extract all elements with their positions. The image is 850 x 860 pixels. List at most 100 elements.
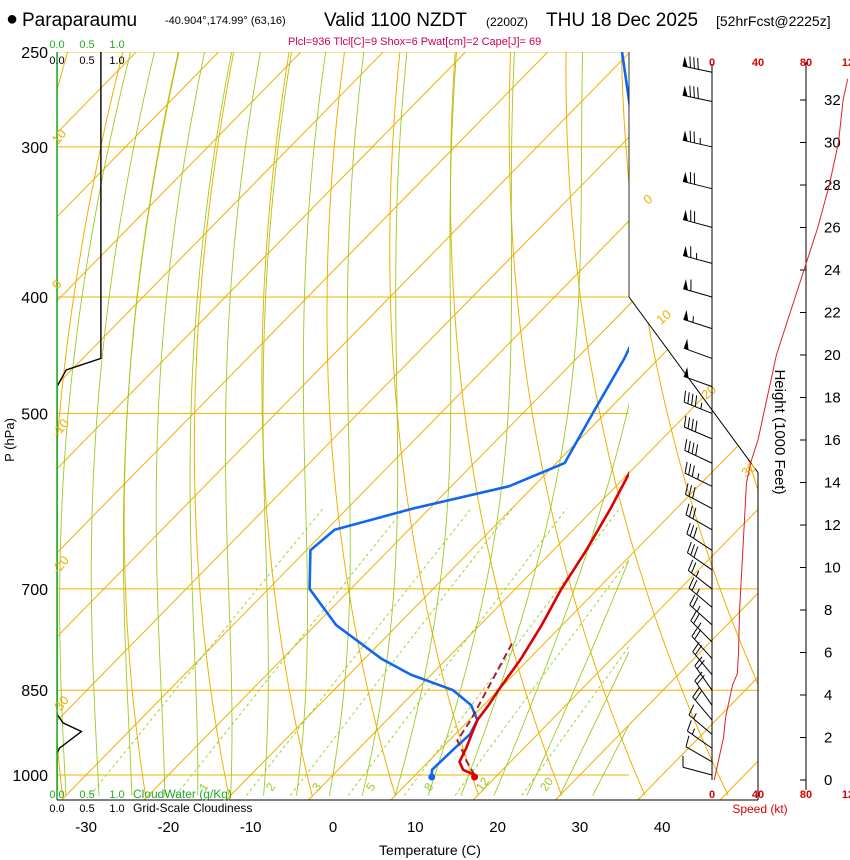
height-tick-label: 22 [824,305,841,322]
wind-barb [687,559,713,590]
wind-barb-staff [689,604,713,626]
wind-barb-flag [683,338,689,350]
wind-barb-flag [683,309,689,321]
cloud-water-tick-bottom: 0.0 [49,789,64,801]
wind-barb-staff [692,651,713,675]
wind-barb-staff [684,426,713,440]
wind-barb [682,755,713,776]
wind-barb-full [691,579,698,591]
mixing-ratio-label: 20 [537,774,556,793]
temperature-tick-label: -20 [158,819,180,836]
wind-barb-half [691,728,696,735]
grid-label: 10 [653,307,674,328]
wind-barb [688,704,713,735]
height-tick-label: 30 [824,135,841,152]
wind-barb-full [693,546,699,558]
cloudiness-tick-bottom: 0.5 [79,803,94,815]
cloud-water-tick-top: 0.5 [79,39,94,51]
station-coords: -40.904°,174.99° (63,16) [165,15,286,27]
wind-barb-full [686,522,691,535]
wind-barb [689,594,713,626]
wind-barb [682,209,713,228]
wind-barb-staff [686,533,713,551]
wind-barb-full [695,444,699,456]
wind-barb-full [684,461,688,474]
moist-adiabat-line [90,52,155,796]
wind-barb-full [687,440,691,453]
wind-barb [690,610,713,643]
wind-barb-full [694,645,703,656]
wind-barb-full [691,442,695,454]
wind-barb-staff [687,730,713,749]
wind-barb-half [695,570,700,577]
wind-barb-full [690,544,696,556]
moist-adiabat-line [493,402,629,796]
dry-adiabat-line [57,52,124,796]
wind-barb-staff [682,219,713,228]
cloudiness-line [57,52,102,791]
temperature-tick-label: 40 [654,819,671,836]
wind-barb-half [697,622,702,629]
wind-barb-half [693,713,697,720]
isotherm-line [57,52,466,470]
wind-barb [685,735,713,763]
wind-barb-full [685,503,690,515]
cloud-water-tick-top: 0.0 [49,39,64,51]
isotherm-line [472,640,629,800]
wind-barb-full [687,559,694,571]
temperature-tick-label: 20 [489,819,506,836]
temperature-axis-title: Temperature (C) [379,842,481,858]
wind-barb [686,541,713,571]
extension-border [628,296,759,800]
wind-barb-full [691,465,695,477]
moist-adiabat-line [394,52,457,796]
isobars [57,52,629,776]
wind-barb [688,577,713,608]
wind-barb-full [683,415,687,428]
pressure-tick-label: 300 [21,140,48,157]
height-tick-label: 2 [824,730,832,747]
plot-area [57,52,850,800]
grid-label: -30 [49,693,72,717]
station-marker-icon: ● [6,8,19,30]
mixing-ratio-line [175,508,405,796]
wind-barb-staff [692,696,713,721]
wind-barb [684,439,713,464]
speed-tick-top: 12 [842,57,850,69]
wind-barb [683,279,713,298]
mixing-ratio-line [289,508,513,796]
station-name: Paraparaumu [22,10,138,31]
wind-barb-staff [694,665,713,691]
isotherm-line [225,388,629,800]
speed-tick-bottom: 0 [709,789,715,801]
moist-adiabat-line [460,52,584,796]
wind-barb-half [696,605,701,612]
mixing-ratio-line [246,508,472,796]
isotherm-line [638,52,850,800]
dry-adiabat-line [389,52,479,796]
isotherm-line [629,52,758,800]
surface-temperature-dot [471,773,479,781]
grid-label: 30 [738,460,759,481]
speed-tick-top: 80 [800,57,812,69]
moist-adiabat-line [526,558,629,796]
moist-adiabats [59,52,629,796]
cloud-water-axis-title: CloudWater (g/Kg) [133,787,232,801]
cloudiness-tick-top: 0.5 [79,55,94,67]
cloudiness-axis-title: Grid-Scale Cloudiness [133,801,252,815]
dry-adiabat-line [0,31,19,796]
surface-dewpoint-dot [428,773,436,781]
wind-barb-staff [682,766,713,776]
moist-adiabat-line [361,52,408,796]
wind-barb-staff [688,587,713,608]
moist-adiabat-line [189,52,233,796]
forecast-info: [52hrFcst@2225z] [716,13,831,29]
wind-barb-full [688,704,695,716]
wind-speed-line [713,78,849,781]
wind-barb-staff [684,449,713,464]
wind-barb-staff [685,746,713,763]
isotherm-line [629,52,758,800]
wind-barb-full [697,87,699,99]
wind-barb-full [691,393,694,406]
wind-barb [683,309,713,330]
